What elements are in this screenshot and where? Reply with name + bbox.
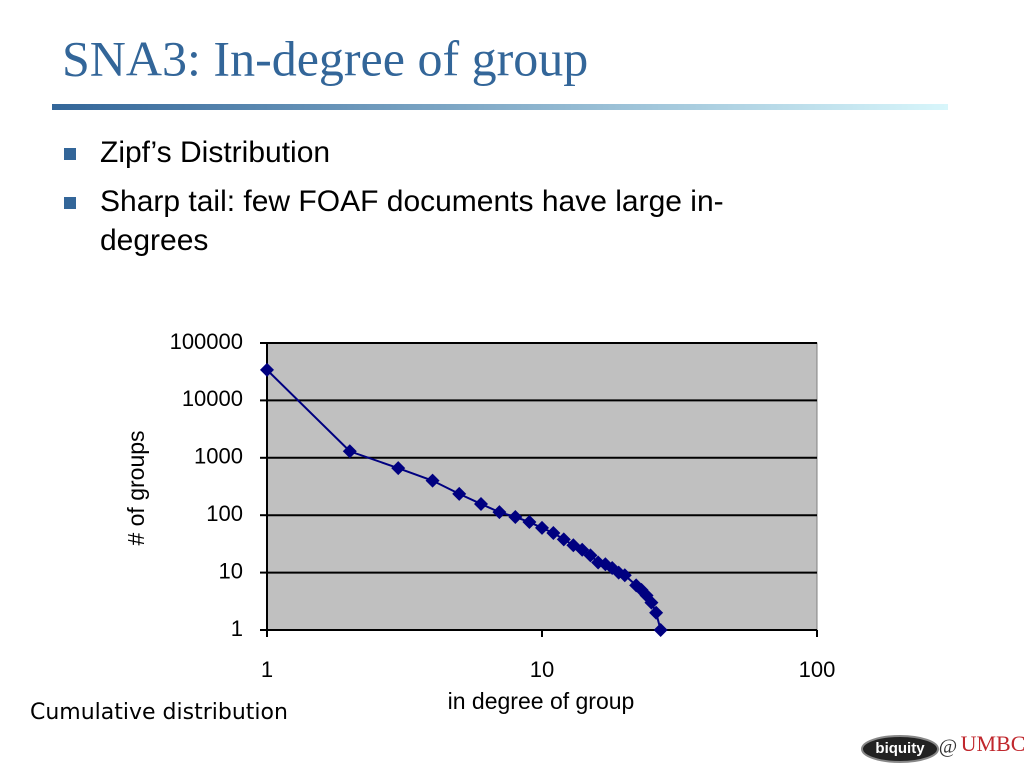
y-tick-label: 100 [206, 501, 243, 526]
logo-text: biquity [875, 740, 925, 757]
data-point [617, 568, 632, 583]
logo-badge [861, 735, 939, 763]
data-point [649, 605, 664, 620]
data-point [556, 532, 571, 547]
data-point [425, 473, 440, 488]
data-point [535, 520, 549, 535]
bullet: degrees [100, 224, 208, 257]
data-point [452, 486, 467, 501]
y-tick-label: 1000 [194, 444, 243, 469]
data-point [473, 496, 488, 511]
data-point [522, 515, 537, 530]
plot-area [266, 342, 818, 631]
data-point [653, 623, 668, 637]
bullet-marker [64, 148, 76, 160]
y-tick-label: 100000 [170, 329, 243, 354]
data-point [644, 595, 659, 610]
data-point [508, 510, 523, 525]
y-tick-label: 1 [231, 616, 243, 641]
y-tick-label: 10 [219, 558, 243, 583]
data-point [492, 505, 507, 520]
slide-title: SNA3: In-degree of group [62, 30, 588, 86]
chart: 1 10 100 1000 10000 100000 1 10 100 in degree of … [123, 329, 835, 714]
x-tick-label: 10 [530, 657, 554, 682]
bullet: Zipf’s Distribution [100, 136, 330, 169]
caption: Cumulative distribution [30, 700, 288, 725]
x-axis-title: in degree of group [448, 688, 635, 714]
y-axis-title: # of groups [123, 430, 149, 545]
logo-text: UMBC [961, 731, 1024, 756]
data-point [546, 525, 561, 540]
bullet-marker [64, 197, 76, 209]
title-rule [52, 104, 948, 110]
x-tick-label: 100 [799, 657, 836, 682]
data-point [260, 362, 274, 377]
bullet: Sharp tail: few FOAF documents have larg… [100, 185, 724, 218]
logo-text: @ [939, 736, 957, 758]
x-tick-label: 1 [261, 657, 273, 682]
data-point [342, 444, 357, 459]
data-point [583, 548, 598, 563]
data-point [391, 461, 406, 476]
y-tick-label: 10000 [182, 386, 243, 411]
